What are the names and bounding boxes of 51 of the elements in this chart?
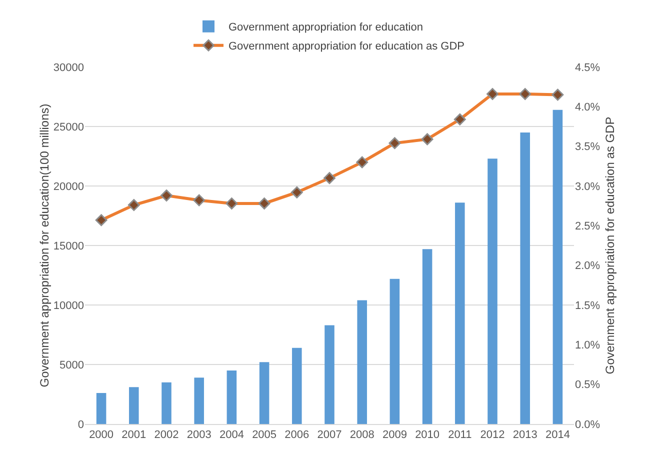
x-tick-label: 2013: [512, 429, 538, 442]
bar: [259, 362, 270, 424]
bar: [552, 110, 563, 424]
x-tick-label: 2014: [545, 429, 570, 442]
bar: [324, 325, 334, 424]
y2-tick-label: 4.5%: [575, 62, 600, 74]
y2-tick-label: 2.0%: [575, 260, 600, 272]
y2-tick-label: 3.0%: [575, 180, 600, 193]
y-tick-label: 5000: [60, 359, 84, 372]
x-tick-label: 2012: [480, 429, 505, 442]
y2-axis-title: Government appropriation for education as GDP: [603, 116, 617, 374]
y2-tick-label: 0.5%: [575, 379, 600, 392]
y2-tick-label: 0.0%: [575, 418, 600, 431]
y-tick-label: 0: [78, 418, 84, 431]
bar: [162, 382, 172, 424]
y-axis-title: Government appropriation for education(100 millions): [37, 104, 52, 388]
x-tick-label: 2005: [252, 429, 277, 442]
x-tick-label: 2008: [350, 429, 374, 442]
x-tick-label: 2007: [317, 429, 342, 442]
y-tick-label: 10000: [53, 300, 84, 312]
bar: [96, 393, 106, 424]
bar: [357, 300, 367, 424]
bar: [129, 387, 139, 424]
y-tick-label: 25000: [53, 121, 84, 134]
x-tick-label: 2009: [382, 429, 407, 442]
bar: [488, 158, 498, 424]
y-tick-label: 30000: [53, 62, 84, 74]
x-tick-label: 2004: [219, 429, 244, 442]
bar: [226, 370, 237, 424]
bar: [390, 278, 400, 424]
y-tick-label: 15000: [53, 240, 84, 252]
bar: [520, 132, 530, 424]
bar: [292, 348, 302, 424]
x-tick-label: 2002: [154, 429, 179, 442]
x-tick-label: 2000: [89, 429, 114, 442]
bar: [455, 202, 465, 424]
x-tick-label: 2003: [186, 429, 212, 442]
x-tick-label: 2001: [122, 429, 146, 442]
legend-label: Government appropriation for education as GDP: [228, 40, 465, 53]
y2-tick-label: 3.5%: [575, 141, 600, 154]
y2-tick-label: 1.5%: [575, 300, 600, 312]
legend-label: Government appropriation for education: [228, 22, 423, 34]
y2-tick-label: 1.0%: [575, 340, 600, 352]
x-tick-label: 2006: [284, 429, 310, 442]
bar: [194, 378, 204, 424]
bar: [422, 249, 432, 424]
y2-tick-label: 4.0%: [575, 102, 600, 114]
x-tick-label: 2010: [415, 429, 440, 442]
y-tick-label: 20000: [53, 180, 84, 193]
y2-tick-label: 2.5%: [575, 220, 600, 233]
x-tick-label: 2011: [448, 429, 472, 442]
